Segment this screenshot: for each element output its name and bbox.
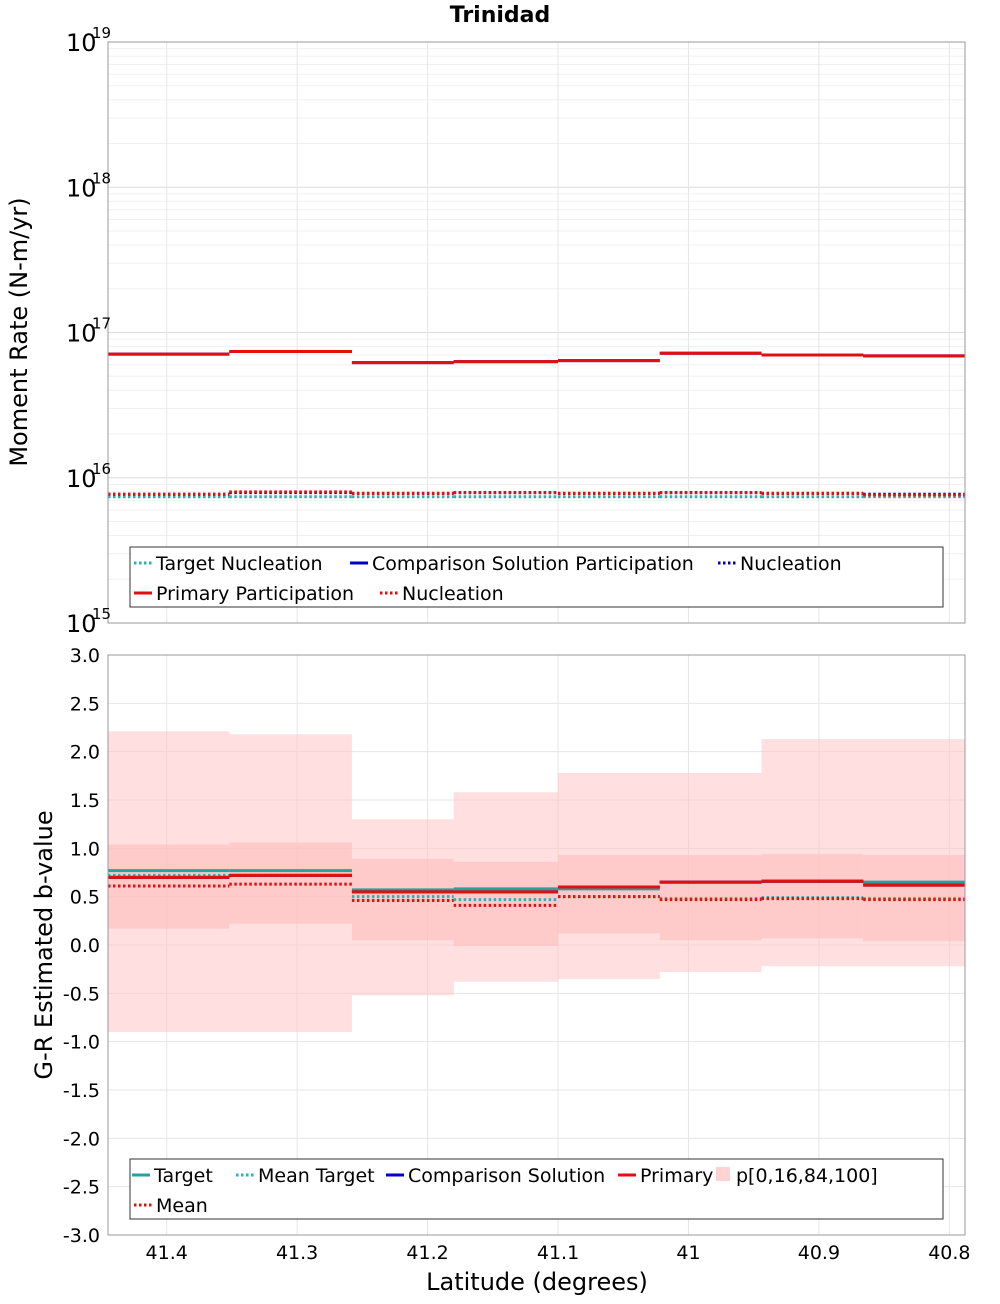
bottom-bands bbox=[108, 731, 965, 1032]
bottom-y-tick-label: 2.0 bbox=[70, 742, 100, 764]
bottom-y-tick-label: -1.0 bbox=[63, 1032, 100, 1054]
bottom-y-tick-label: 0.5 bbox=[70, 887, 100, 909]
x-tick-label: 40.8 bbox=[928, 1242, 970, 1264]
top-legend-label: Target Nucleation bbox=[155, 553, 323, 575]
bottom-legend-box bbox=[129, 1158, 944, 1220]
bottom-legend-swatch bbox=[716, 1167, 730, 1181]
top-series bbox=[108, 349, 965, 499]
band-inner bbox=[558, 855, 660, 934]
top-legend-box bbox=[129, 546, 944, 608]
top-y-tick-label: 10 bbox=[66, 610, 97, 638]
top-grid bbox=[108, 41, 965, 624]
bottom-y-tick-label: -0.5 bbox=[63, 983, 100, 1005]
bottom-y-tick-label: -1.5 bbox=[63, 1080, 100, 1102]
x-tick-label: 41.3 bbox=[276, 1242, 318, 1264]
bottom-plot-border bbox=[107, 654, 966, 1236]
bottom-y-axis-label: G-R Estimated b-value bbox=[30, 810, 58, 1079]
top-y-tick-label: 10 bbox=[66, 29, 97, 57]
bottom-legend-label: Mean bbox=[156, 1195, 208, 1217]
top-y-tick-exponent: 15 bbox=[92, 605, 111, 623]
top-y-tick-label: 10 bbox=[66, 465, 97, 493]
x-tick-label: 41.2 bbox=[406, 1242, 448, 1264]
bottom-y-tick-label: -3.0 bbox=[63, 1225, 100, 1247]
bottom-y-tick-label: 2.5 bbox=[70, 693, 100, 715]
bottom-panel: -3.0 -2.5 -2.0 -1.5 -1.0 -0.5 0.0 0.5 1.0 1.5 2.0 2… bbox=[30, 645, 971, 1296]
x-axis-label: Latitude (degrees) bbox=[426, 1268, 648, 1296]
top-y-tick-label: 10 bbox=[66, 320, 97, 348]
bottom-y-tick-label: 1.0 bbox=[70, 838, 100, 860]
bottom-series bbox=[108, 869, 965, 907]
bottom-y-ticks: -3.0 -2.5 -2.0 -1.5 -1.0 -0.5 0.0 0.5 1.0 1.5 2.0 2… bbox=[63, 645, 100, 1247]
bottom-y-tick-label: 1.5 bbox=[70, 790, 100, 812]
top-y-axis-label: Moment Rate (N-m/yr) bbox=[5, 197, 33, 466]
top-y-tick-exponent: 19 bbox=[92, 24, 111, 42]
top-legend: Target Nucleation Comparison Solution Par… bbox=[129, 546, 944, 608]
top-legend-label: Nucleation bbox=[402, 583, 504, 605]
bottom-legend: Target Mean Target Comparison Solution Prim… bbox=[129, 1158, 944, 1220]
chart-title: Trinidad bbox=[450, 3, 551, 28]
bottom-legend-label: Primary bbox=[640, 1165, 713, 1187]
top-y-tick-label: 10 bbox=[66, 174, 97, 202]
top-y-tick-exponent: 17 bbox=[92, 315, 111, 333]
x-tick-label: 41 bbox=[676, 1242, 700, 1264]
bottom-y-tick-label: -2.0 bbox=[63, 1128, 100, 1150]
x-tick-label: 41.4 bbox=[146, 1242, 188, 1264]
bottom-x-ticks: 41.4 41.3 41.2 41.1 41 40.9 40.8 bbox=[146, 1242, 971, 1264]
bottom-legend-label: Mean Target bbox=[258, 1165, 375, 1187]
bottom-y-tick-label: -2.5 bbox=[63, 1177, 100, 1199]
bottom-legend-label: p[0,16,84,100] bbox=[736, 1165, 878, 1187]
bottom-y-tick-label: 3.0 bbox=[70, 645, 100, 667]
top-legend-label: Nucleation bbox=[740, 553, 842, 575]
bottom-legend-label: Comparison Solution bbox=[408, 1165, 605, 1187]
bottom-legend-label: Target bbox=[153, 1165, 213, 1187]
x-tick-label: 41.1 bbox=[537, 1242, 579, 1264]
x-tick-label: 40.9 bbox=[798, 1242, 840, 1264]
top-plot-border bbox=[107, 41, 966, 624]
top-y-tick-exponent: 18 bbox=[92, 169, 111, 187]
top-legend-label: Comparison Solution Participation bbox=[372, 553, 694, 575]
top-y-tick-exponent: 16 bbox=[92, 460, 111, 478]
bottom-y-tick-label: 0.0 bbox=[70, 935, 100, 957]
top-legend-label: Primary Participation bbox=[156, 583, 354, 605]
